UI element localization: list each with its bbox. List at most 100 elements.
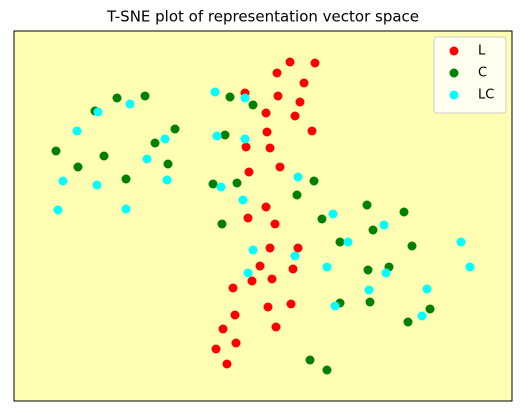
point — [255, 261, 265, 271]
point — [290, 251, 300, 261]
point — [160, 134, 170, 144]
point — [216, 182, 226, 192]
point — [343, 237, 353, 247]
point — [399, 207, 409, 217]
point — [210, 87, 220, 97]
point — [330, 301, 340, 311]
point — [121, 174, 131, 184]
point — [335, 237, 345, 247]
legend-label: L — [478, 44, 486, 59]
point — [309, 176, 319, 186]
point — [142, 154, 152, 164]
point — [211, 344, 221, 354]
point — [407, 241, 417, 251]
point — [365, 297, 375, 307]
point — [150, 138, 160, 148]
point — [271, 322, 281, 332]
point — [273, 91, 283, 101]
point — [275, 162, 285, 172]
legend-box — [433, 36, 507, 114]
point — [295, 97, 305, 107]
point — [232, 178, 242, 188]
point — [263, 302, 273, 312]
point — [364, 285, 374, 295]
legend-label: LC — [478, 88, 494, 103]
point — [244, 167, 254, 177]
point — [243, 213, 253, 223]
point — [51, 146, 61, 156]
point — [261, 202, 271, 212]
point — [220, 130, 230, 140]
point — [270, 219, 280, 229]
point — [240, 134, 250, 144]
point — [368, 225, 378, 235]
point — [222, 359, 232, 369]
point — [317, 214, 327, 224]
point — [290, 111, 300, 121]
point — [417, 311, 427, 321]
point — [272, 68, 282, 78]
point — [247, 276, 257, 286]
point — [299, 78, 309, 88]
point — [456, 237, 466, 247]
point — [170, 124, 180, 134]
point — [265, 143, 275, 153]
plot-area — [14, 31, 512, 401]
point — [248, 245, 258, 255]
point — [140, 91, 150, 101]
point — [92, 180, 102, 190]
point — [288, 264, 298, 274]
legend-label: C — [478, 66, 487, 81]
point — [72, 126, 82, 136]
point — [322, 262, 332, 272]
point — [93, 107, 103, 117]
point — [228, 283, 238, 293]
point — [267, 274, 277, 284]
point — [240, 93, 250, 103]
point — [286, 299, 296, 309]
point — [121, 204, 131, 214]
point — [285, 57, 295, 67]
point — [248, 100, 258, 110]
point — [238, 195, 248, 205]
point — [379, 220, 389, 230]
point — [403, 317, 413, 327]
point — [265, 243, 275, 253]
point — [243, 268, 253, 278]
point — [218, 324, 228, 334]
point — [231, 338, 241, 348]
point — [112, 93, 122, 103]
point — [73, 162, 83, 172]
plot-frame — [13, 30, 513, 402]
point — [225, 92, 235, 102]
point — [465, 262, 475, 272]
point — [328, 209, 338, 219]
point — [262, 127, 272, 137]
point — [305, 355, 315, 365]
point — [99, 151, 109, 161]
point — [230, 310, 240, 320]
point — [293, 172, 303, 182]
point — [322, 365, 332, 375]
point — [425, 304, 435, 314]
point — [307, 126, 317, 136]
point — [362, 200, 372, 210]
point — [261, 108, 271, 118]
point — [241, 142, 251, 152]
point — [212, 131, 222, 141]
legend-marker — [449, 68, 459, 78]
point — [293, 243, 303, 253]
point — [208, 179, 218, 189]
point — [292, 190, 302, 200]
legend-marker — [449, 46, 459, 56]
point — [163, 159, 173, 169]
chart-title: T-SNE plot of representation vector spac… — [106, 8, 419, 26]
point — [310, 58, 320, 68]
legend-marker — [449, 90, 459, 100]
point — [58, 176, 68, 186]
point — [125, 99, 135, 109]
point — [422, 284, 432, 294]
point — [381, 268, 391, 278]
point — [53, 205, 63, 215]
